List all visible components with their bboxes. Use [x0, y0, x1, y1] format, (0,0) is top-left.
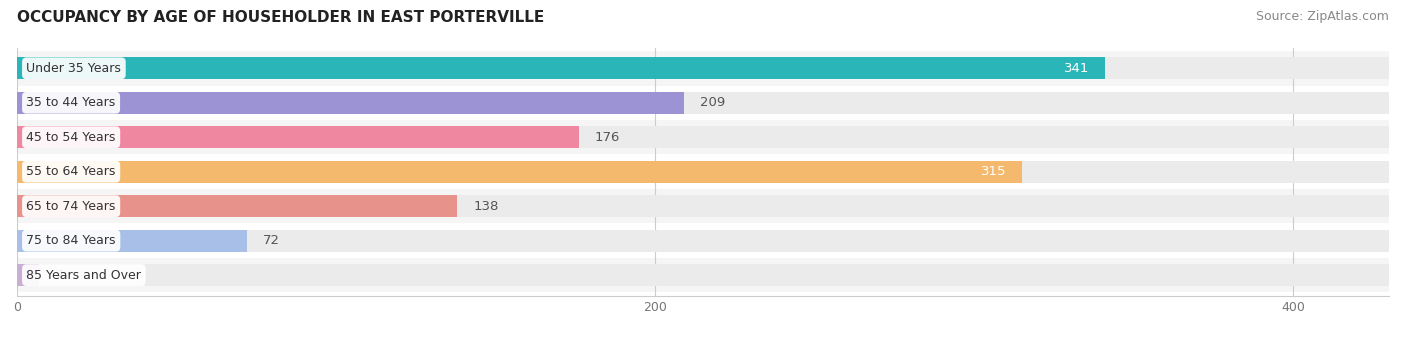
Text: 341: 341	[1064, 62, 1090, 75]
Text: Source: ZipAtlas.com: Source: ZipAtlas.com	[1256, 10, 1389, 23]
Text: 55 to 64 Years: 55 to 64 Years	[27, 165, 115, 178]
Text: 65 to 74 Years: 65 to 74 Years	[27, 200, 115, 213]
Bar	[17, 120, 1389, 154]
Bar	[17, 230, 246, 252]
Text: 75 to 84 Years: 75 to 84 Years	[27, 234, 115, 247]
Bar	[17, 264, 39, 286]
Bar	[17, 161, 1022, 183]
Bar	[17, 92, 683, 114]
Bar	[17, 86, 1389, 120]
Text: 315: 315	[980, 165, 1007, 178]
Text: 176: 176	[595, 131, 620, 144]
Bar	[17, 189, 1389, 223]
Bar	[17, 195, 457, 217]
Bar	[17, 223, 1389, 258]
Bar	[17, 51, 1389, 86]
Bar	[17, 154, 1389, 189]
Bar	[17, 264, 1389, 286]
Bar	[17, 57, 1389, 79]
Text: 85 Years and Over: 85 Years and Over	[27, 269, 142, 282]
Bar	[17, 161, 1389, 183]
Text: OCCUPANCY BY AGE OF HOUSEHOLDER IN EAST PORTERVILLE: OCCUPANCY BY AGE OF HOUSEHOLDER IN EAST …	[17, 10, 544, 25]
Bar	[17, 57, 1105, 79]
Text: 35 to 44 Years: 35 to 44 Years	[27, 96, 115, 109]
Bar	[17, 126, 578, 148]
Bar	[17, 258, 1389, 292]
Bar	[17, 195, 1389, 217]
Text: 209: 209	[700, 96, 725, 109]
Text: 72: 72	[263, 234, 280, 247]
Bar	[17, 230, 1389, 252]
Bar	[17, 126, 1389, 148]
Text: 45 to 54 Years: 45 to 54 Years	[27, 131, 115, 144]
Text: Under 35 Years: Under 35 Years	[27, 62, 121, 75]
Text: 7: 7	[55, 269, 63, 282]
Bar	[17, 92, 1389, 114]
Text: 138: 138	[474, 200, 499, 213]
